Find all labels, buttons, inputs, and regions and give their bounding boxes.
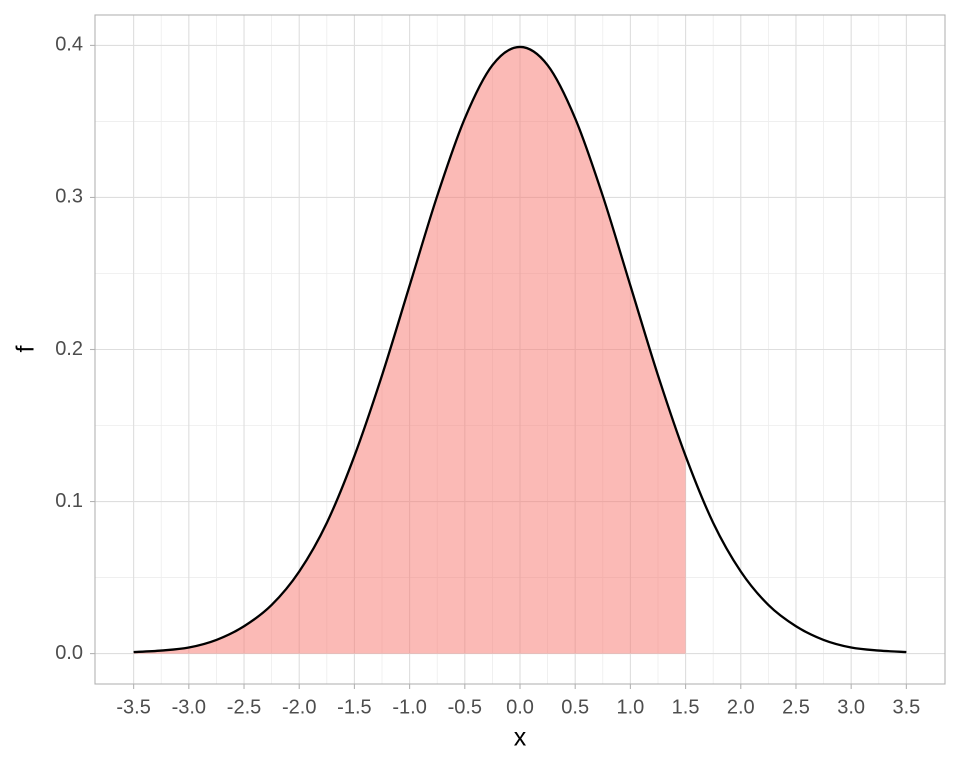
x-tick-label: -3.0 (172, 696, 206, 718)
x-tick-label: 3.0 (837, 696, 865, 718)
x-tick-label: 1.5 (672, 696, 700, 718)
panel-border (94, 14, 946, 685)
y-tick-label: 0.1 (55, 490, 83, 512)
x-tick-label: 3.5 (892, 696, 920, 718)
x-tick-label: 0.0 (506, 696, 534, 718)
x-tick-label: -2.0 (282, 696, 316, 718)
y-tick-label: 0.2 (55, 338, 83, 360)
x-tick-label: -2.5 (227, 696, 261, 718)
x-tick-label: -1.0 (392, 696, 426, 718)
y-tick-label: 0.4 (55, 34, 83, 56)
x-tick-label: 2.5 (782, 696, 810, 718)
density-line (133, 45, 907, 654)
x-tick-label: 1.0 (616, 696, 644, 718)
y-tick-label: 0.3 (55, 186, 83, 208)
x-tick-label: 0.5 (561, 696, 589, 718)
x-tick-label: -0.5 (448, 696, 482, 718)
x-tick-label: -3.5 (116, 696, 150, 718)
x-tick-label: 2.0 (727, 696, 755, 718)
x-tick-label: -1.5 (337, 696, 371, 718)
y-tick-label: 0.0 (55, 642, 83, 664)
y-axis-title: f (12, 345, 40, 352)
x-axis-title: x (514, 724, 527, 752)
shaded-area (133, 46, 686, 654)
